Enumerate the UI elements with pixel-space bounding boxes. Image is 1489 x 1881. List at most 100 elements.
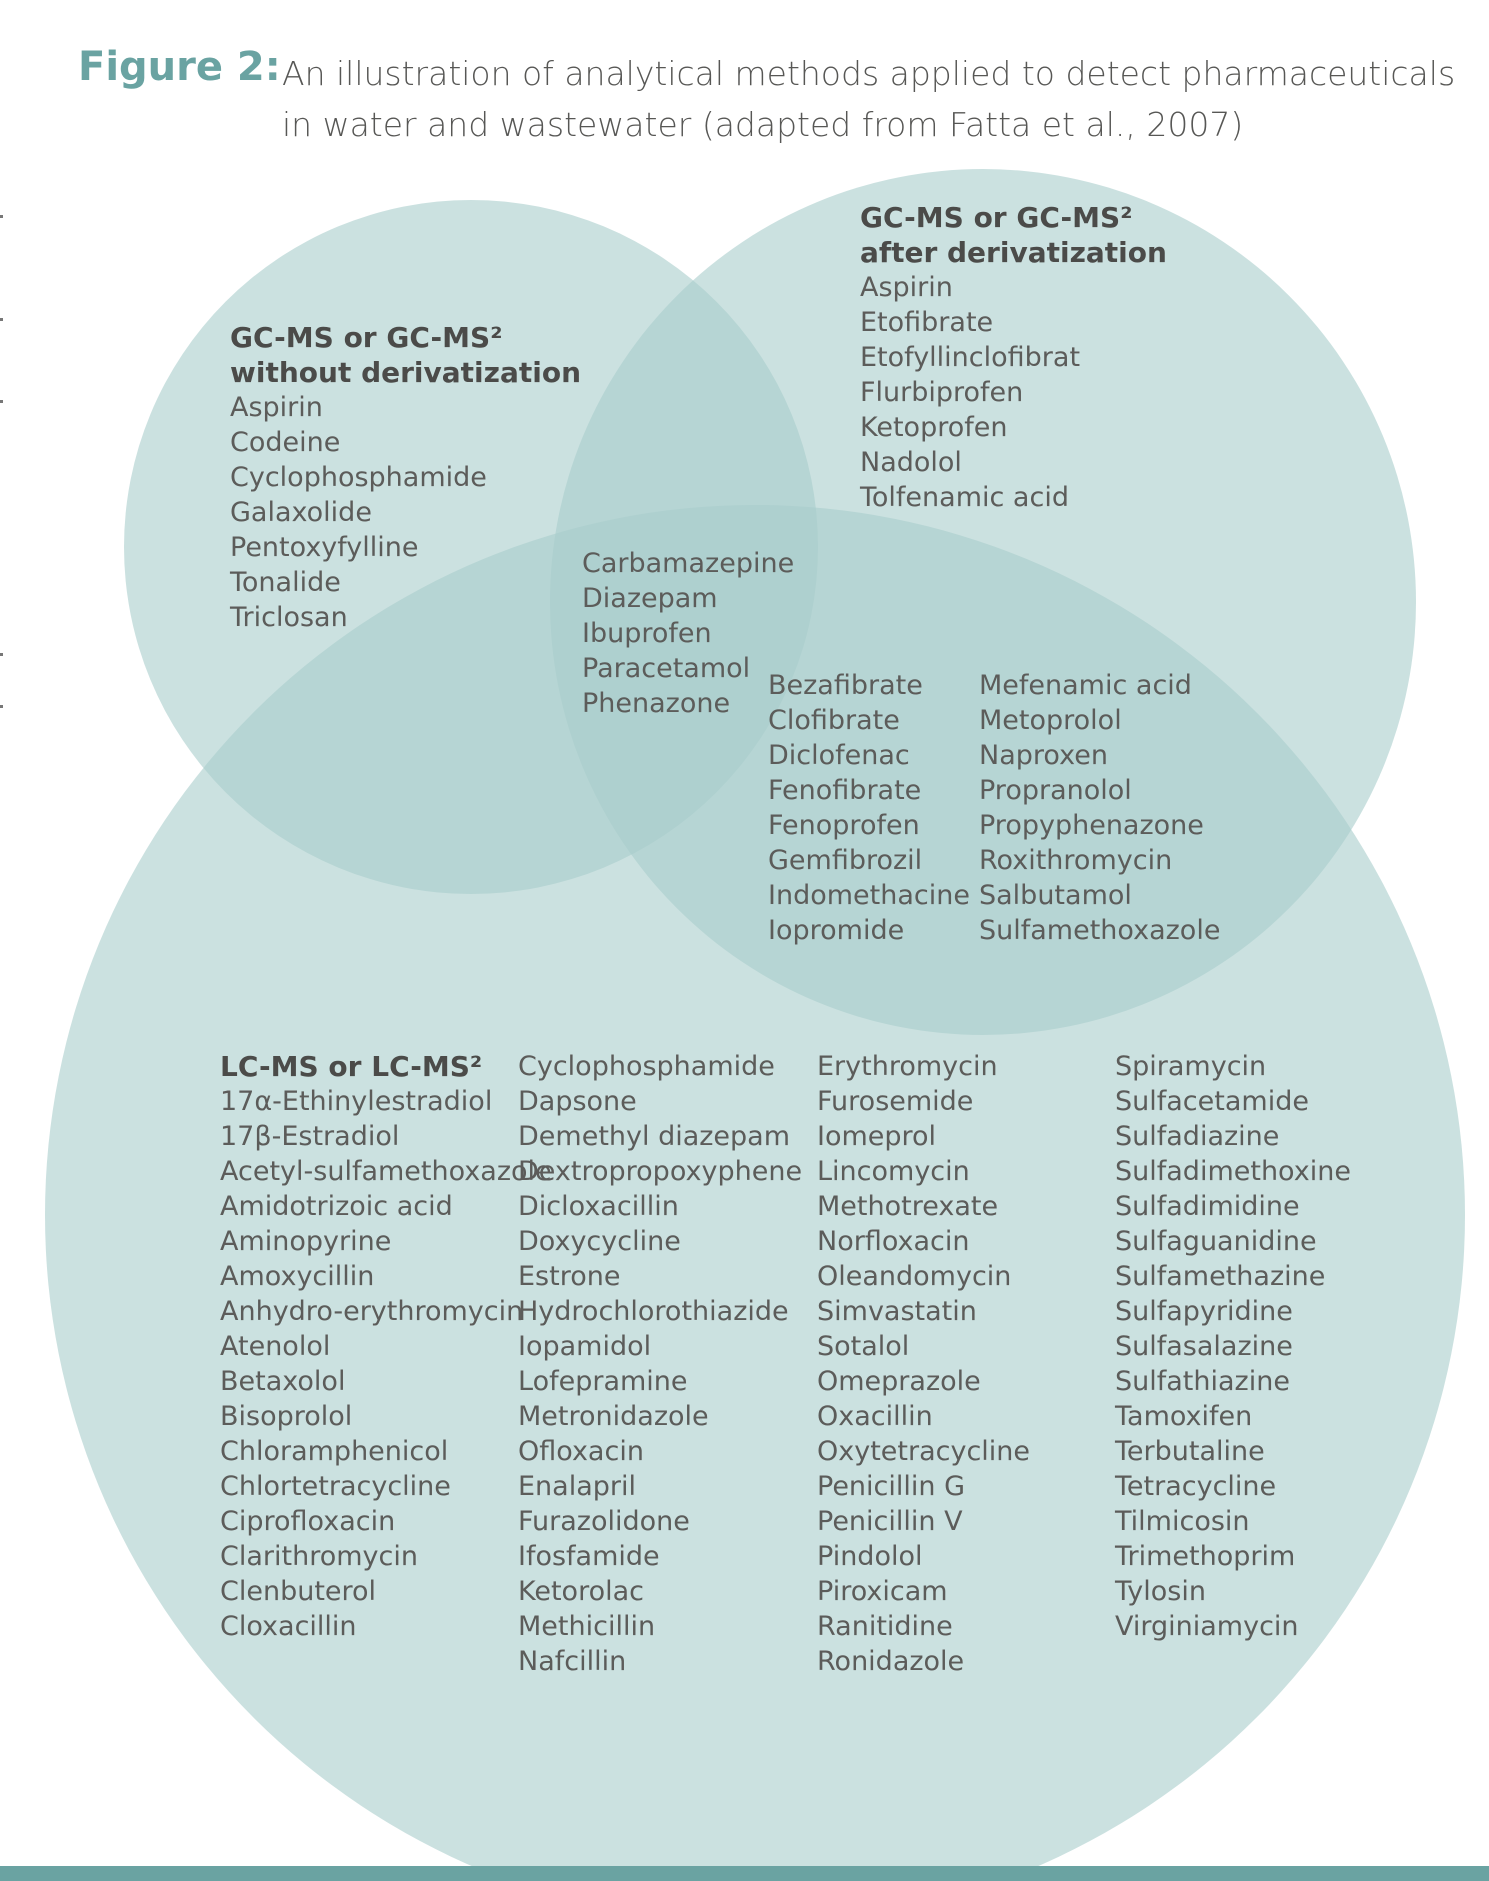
list-item: Metoprolol bbox=[979, 705, 1122, 736]
list-item: Methotrexate bbox=[817, 1191, 999, 1222]
gc-after-lc-list-2: Mefenamic acid Metoprolol Naproxen Propr… bbox=[979, 668, 1220, 948]
list-item: Furosemide bbox=[817, 1086, 974, 1117]
list-item: Triclosan bbox=[230, 602, 348, 633]
list-item: Norfloxacin bbox=[817, 1226, 970, 1257]
gc-after-derivatization-group: GC-MS or GC-MS² after derivatization Asp… bbox=[860, 200, 1167, 515]
list-item: Diazepam bbox=[582, 583, 718, 614]
list-item: Mefenamic acid bbox=[979, 670, 1192, 701]
list-item: Virginiamycin bbox=[1115, 1611, 1299, 1642]
list-item: Clarithromycin bbox=[220, 1541, 418, 1572]
lc-list-4: Spiramycin Sulfacetamide Sulfadiazine Su… bbox=[1115, 1049, 1351, 1644]
list-item: Amidotrizoic acid bbox=[220, 1191, 453, 1222]
list-item: Fenoprofen bbox=[768, 810, 920, 841]
list-item: Ifosfamide bbox=[518, 1541, 660, 1572]
list-item: Doxycycline bbox=[518, 1226, 681, 1257]
list-item: Ofloxacin bbox=[518, 1436, 644, 1467]
list-item: Hydrochlorothiazide bbox=[518, 1296, 789, 1327]
list-item: Sulfadimidine bbox=[1115, 1191, 1300, 1222]
bottom-accent-bar bbox=[0, 1866, 1489, 1881]
list-item: Cloxacillin bbox=[220, 1611, 357, 1642]
list-item: Tamoxifen bbox=[1115, 1401, 1253, 1432]
list-item: Estrone bbox=[518, 1261, 621, 1292]
lc-col1: LC-MS or LC-MS² 17α-Ethinylestradiol 17β… bbox=[220, 1049, 552, 1644]
list-item: Diclofenac bbox=[768, 740, 910, 771]
list-item: Lofepramine bbox=[518, 1366, 688, 1397]
list-item: Ranitidine bbox=[817, 1611, 953, 1642]
all-methods-group: Carbamazepine Diazepam Ibuprofen Paracet… bbox=[582, 546, 794, 721]
list-item: Ketorolac bbox=[518, 1576, 644, 1607]
list-item: Iopamidol bbox=[518, 1331, 652, 1362]
list-item: Bisoprolol bbox=[220, 1401, 353, 1432]
list-item: Dextropropoxyphene bbox=[518, 1156, 803, 1187]
list-item: Phenazone bbox=[582, 688, 731, 719]
all-methods-list: Carbamazepine Diazepam Ibuprofen Paracet… bbox=[582, 546, 794, 721]
list-item: Nafcillin bbox=[518, 1646, 627, 1677]
list-item: Penicillin G bbox=[817, 1471, 966, 1502]
gc-after-lc-col2: Mefenamic acid Metoprolol Naproxen Propr… bbox=[979, 668, 1220, 948]
list-item: Pentoxyfylline bbox=[230, 532, 419, 563]
list-item: Sulfadimethoxine bbox=[1115, 1156, 1351, 1187]
list-item: Cyclophosphamide bbox=[518, 1051, 775, 1082]
gc-without-heading: GC-MS or GC-MS² without derivatization bbox=[230, 321, 581, 389]
list-item: Propyphenazone bbox=[979, 810, 1204, 841]
list-item: Simvastatin bbox=[817, 1296, 977, 1327]
list-item: Acetyl-sulfamethoxazole bbox=[220, 1156, 552, 1187]
list-item: Tonalide bbox=[230, 567, 341, 598]
list-item: Penicillin V bbox=[817, 1506, 963, 1537]
list-item: Bezafibrate bbox=[768, 670, 923, 701]
gc-after-lc-list-1: Bezafibrate Clofibrate Diclofenac Fenofi… bbox=[768, 668, 970, 948]
list-item: Naproxen bbox=[979, 740, 1108, 771]
list-item: Fenofibrate bbox=[768, 775, 922, 806]
list-item: Etofibrate bbox=[860, 307, 994, 338]
list-item: Anhydro-erythromycin bbox=[220, 1296, 524, 1327]
list-item: Cyclophosphamide bbox=[230, 462, 487, 493]
list-item: Oxytetracycline bbox=[817, 1436, 1031, 1467]
list-item: Tilmicosin bbox=[1115, 1506, 1250, 1537]
list-item: Tetracycline bbox=[1115, 1471, 1277, 1502]
list-item: Aminopyrine bbox=[220, 1226, 392, 1257]
list-item: 17α-Ethinylestradiol bbox=[220, 1086, 493, 1117]
lc-list-1: 17α-Ethinylestradiol 17β-Estradiol Acety… bbox=[220, 1084, 552, 1644]
list-item: Roxithromycin bbox=[979, 845, 1173, 876]
gc-after-heading: GC-MS or GC-MS² after derivatization bbox=[860, 201, 1167, 269]
list-item: Ciprofloxacin bbox=[220, 1506, 396, 1537]
list-item: Paracetamol bbox=[582, 653, 751, 684]
list-item: Iomeprol bbox=[817, 1121, 937, 1152]
list-item: Erythromycin bbox=[817, 1051, 998, 1082]
list-item: Enalapril bbox=[518, 1471, 637, 1502]
list-item: Sulfamethoxazole bbox=[979, 915, 1221, 946]
list-item: Furazolidone bbox=[518, 1506, 690, 1537]
list-item: Sulfaguanidine bbox=[1115, 1226, 1317, 1257]
gc-without-derivatization-group: GC-MS or GC-MS² without derivatization A… bbox=[230, 320, 581, 635]
list-item: Flurbiprofen bbox=[860, 377, 1024, 408]
list-item: Sulfacetamide bbox=[1115, 1086, 1309, 1117]
list-item: Lincomycin bbox=[817, 1156, 970, 1187]
list-item: Salbutamol bbox=[979, 880, 1132, 911]
list-item: Etofyllinclofibrat bbox=[860, 342, 1081, 373]
list-item: Sulfamethazine bbox=[1115, 1261, 1326, 1292]
list-item: Oxacillin bbox=[817, 1401, 933, 1432]
list-item: Atenolol bbox=[220, 1331, 331, 1362]
margin-mark bbox=[0, 705, 3, 708]
lc-col3: Erythromycin Furosemide Iomeprol Lincomy… bbox=[817, 1049, 1030, 1679]
list-item: Sotalol bbox=[817, 1331, 910, 1362]
list-item: Spiramycin bbox=[1115, 1051, 1267, 1082]
list-item: Sulfadiazine bbox=[1115, 1121, 1280, 1152]
list-item: Indomethacine bbox=[768, 880, 970, 911]
list-item: Chloramphenicol bbox=[220, 1436, 449, 1467]
list-item: Amoxycillin bbox=[220, 1261, 375, 1292]
list-item: Propranolol bbox=[979, 775, 1132, 806]
gc-without-list: Aspirin Codeine Cyclophosphamide Galaxol… bbox=[230, 390, 581, 635]
list-item: Ketoprofen bbox=[860, 412, 1008, 443]
list-item: Tylosin bbox=[1115, 1576, 1206, 1607]
list-item: Demethyl diazepam bbox=[518, 1121, 791, 1152]
list-item: Tolfenamic acid bbox=[860, 482, 1069, 513]
figure-label: Figure 2: bbox=[78, 44, 281, 90]
list-item: Methicillin bbox=[518, 1611, 656, 1642]
gc-after-list: Aspirin Etofibrate Etofyllinclofibrat Fl… bbox=[860, 270, 1167, 515]
list-item: Iopromide bbox=[768, 915, 905, 946]
list-item: Terbutaline bbox=[1115, 1436, 1265, 1467]
margin-mark bbox=[0, 653, 3, 656]
list-item: Oleandomycin bbox=[817, 1261, 1012, 1292]
